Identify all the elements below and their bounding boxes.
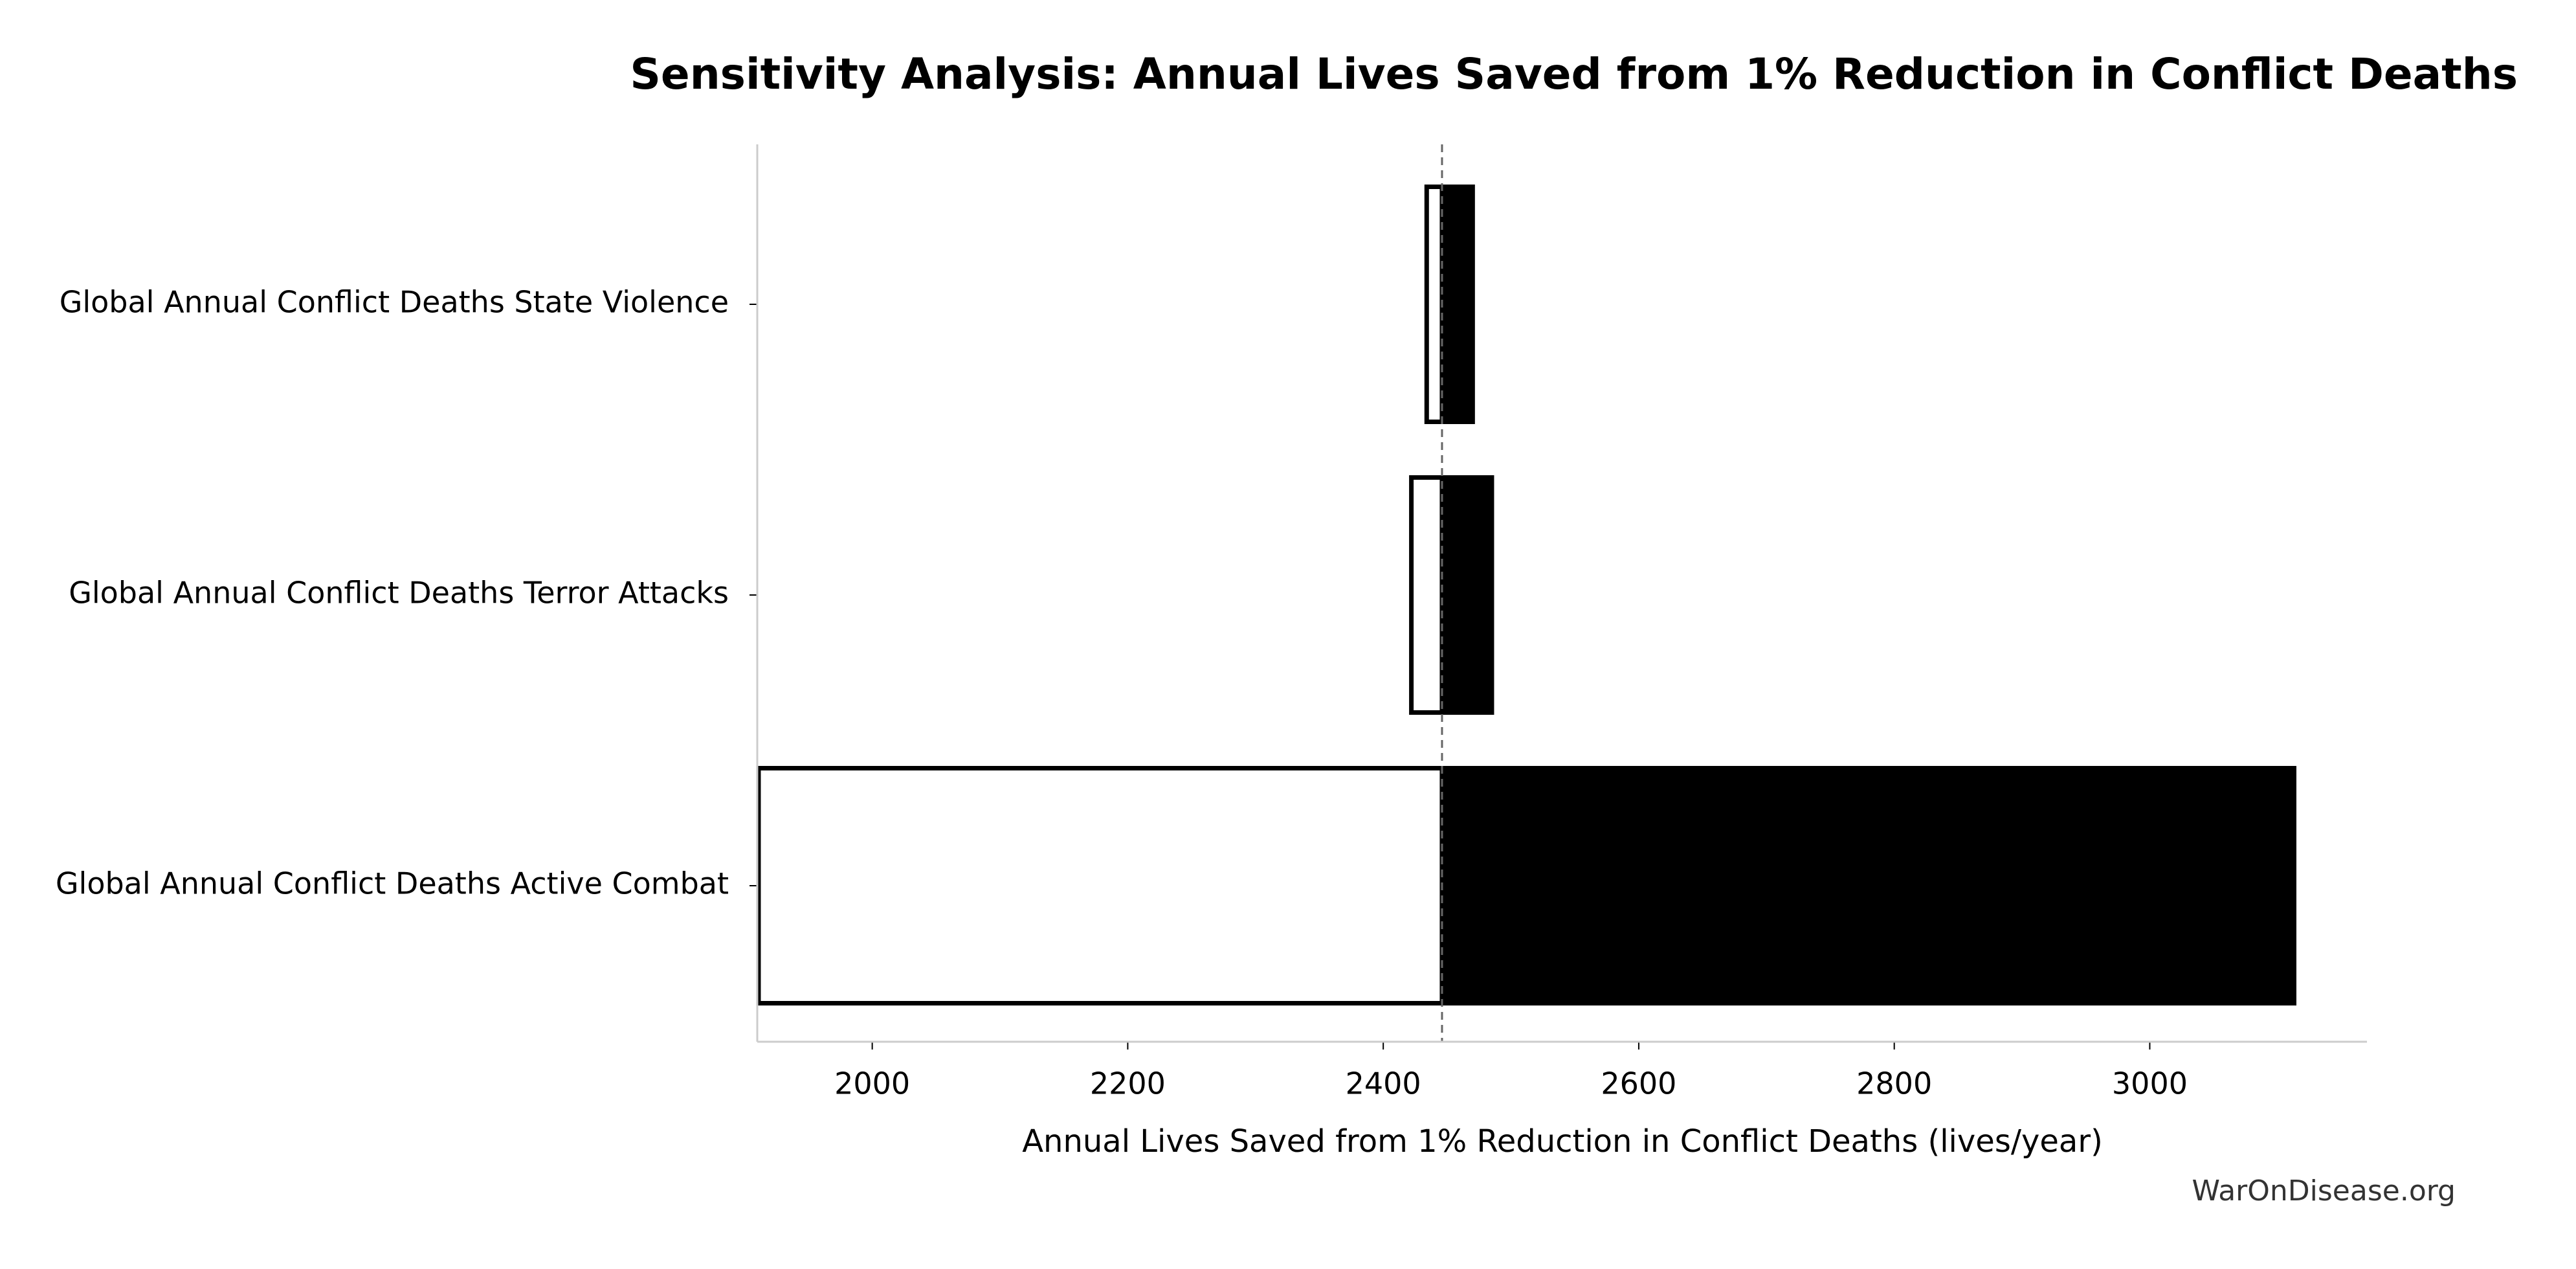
watermark: WarOnDisease.org <box>2192 1174 2456 1207</box>
chart-title: Sensitivity Analysis: Annual Lives Saved… <box>630 49 2518 99</box>
y-tick-label: Global Annual Conflict Deaths Terror Att… <box>69 576 729 611</box>
bar <box>1439 475 1494 715</box>
bar <box>1439 766 2296 1005</box>
y-tick-label: Global Annual Conflict Deaths Active Com… <box>56 866 729 901</box>
bar <box>1409 475 1445 715</box>
bar <box>1424 185 1445 424</box>
x-tick-label: 2400 <box>1346 1066 1421 1101</box>
x-axis-label: Annual Lives Saved from 1% Reduction in … <box>1022 1123 2103 1160</box>
y-tick-label: Global Annual Conflict Deaths State Viol… <box>60 285 729 320</box>
x-tick-label: 2600 <box>1601 1066 1676 1101</box>
x-tick-label: 2200 <box>1090 1066 1166 1101</box>
bar <box>1439 185 1475 424</box>
x-tick-label: 2800 <box>1856 1066 1932 1101</box>
x-tick-label: 3000 <box>2112 1066 2188 1101</box>
x-tick-label: 2000 <box>834 1066 910 1101</box>
bar <box>756 766 1445 1005</box>
